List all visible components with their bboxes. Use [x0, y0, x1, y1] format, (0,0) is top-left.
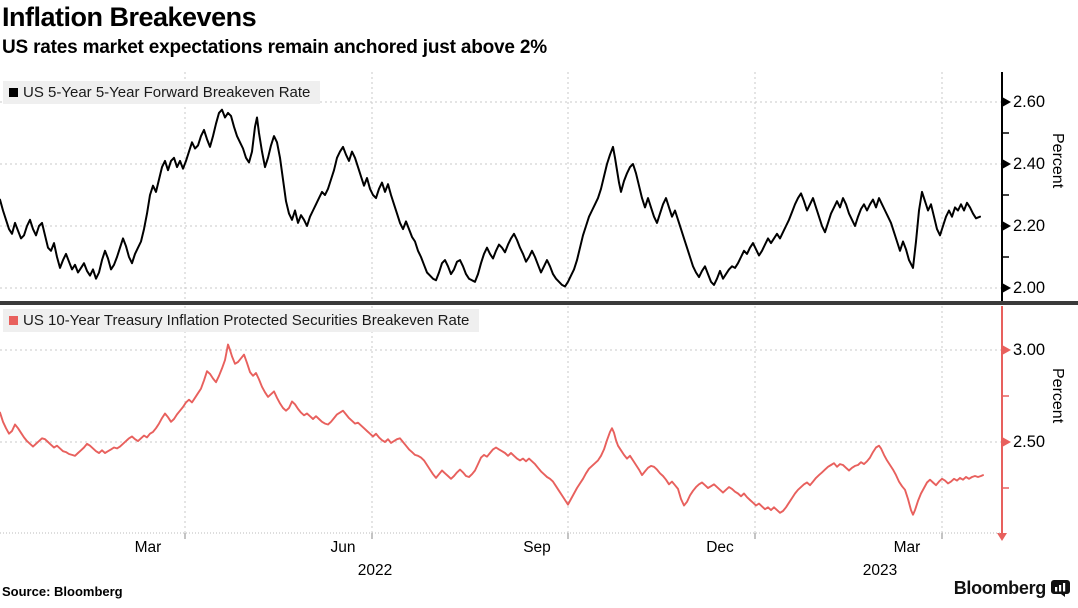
- bloomberg-logo-icon: [1051, 580, 1070, 597]
- panel-divider: [0, 301, 1078, 305]
- bloomberg-brand: Bloomberg: [954, 578, 1070, 599]
- y-tick-arrow-icon: [1003, 345, 1011, 355]
- y-tick-label: 2.20: [1013, 217, 1045, 235]
- y-tick-arrow-icon: [1003, 283, 1011, 293]
- y-tick-arrow-icon: [1003, 159, 1011, 169]
- series-line-red: [0, 343, 984, 516]
- y-tick-arrow-icon: [1003, 221, 1011, 231]
- chart-subtitle: US rates market expectations remain anch…: [2, 37, 547, 58]
- x-month-label: Mar: [894, 539, 921, 556]
- y-tick-label: 2.00: [1013, 279, 1045, 297]
- y-tick-label: 2.60: [1013, 93, 1045, 111]
- y-axis-label-top: Percent: [1049, 133, 1066, 189]
- y-tick-label: 3.00: [1013, 341, 1045, 359]
- x-axis-end-arrow-icon: [997, 533, 1007, 541]
- y-tick-label: 2.50: [1013, 433, 1045, 451]
- x-year-label: 2022: [358, 562, 392, 579]
- legend-top-label: US 5-Year 5-Year Forward Breakeven Rate: [23, 84, 311, 101]
- source-note: Source: Bloomberg: [2, 584, 123, 599]
- legend-swatch-black-icon: [9, 88, 18, 97]
- x-month-label: Mar: [135, 539, 162, 556]
- y-tick-label: 2.40: [1013, 155, 1045, 173]
- x-year-label: 2023: [863, 562, 897, 579]
- legend-swatch-red-icon: [9, 316, 18, 325]
- y-axis-label-bottom: Percent: [1049, 368, 1066, 424]
- legend-bottom-panel: US 10-Year Treasury Inflation Protected …: [3, 309, 480, 332]
- legend-top-panel: US 5-Year 5-Year Forward Breakeven Rate: [3, 81, 321, 104]
- bloomberg-wordmark: Bloomberg: [953, 578, 1047, 598]
- x-month-label: Sep: [523, 539, 551, 556]
- y-tick-arrow-icon: [1003, 437, 1011, 447]
- x-month-label: Jun: [331, 539, 356, 556]
- chart-title: Inflation Breakevens: [2, 2, 257, 32]
- legend-bottom-label: US 10-Year Treasury Inflation Protected …: [23, 312, 470, 329]
- series-line-black: [0, 108, 981, 288]
- y-tick-arrow-icon: [1003, 97, 1011, 107]
- x-month-label: Dec: [706, 539, 734, 556]
